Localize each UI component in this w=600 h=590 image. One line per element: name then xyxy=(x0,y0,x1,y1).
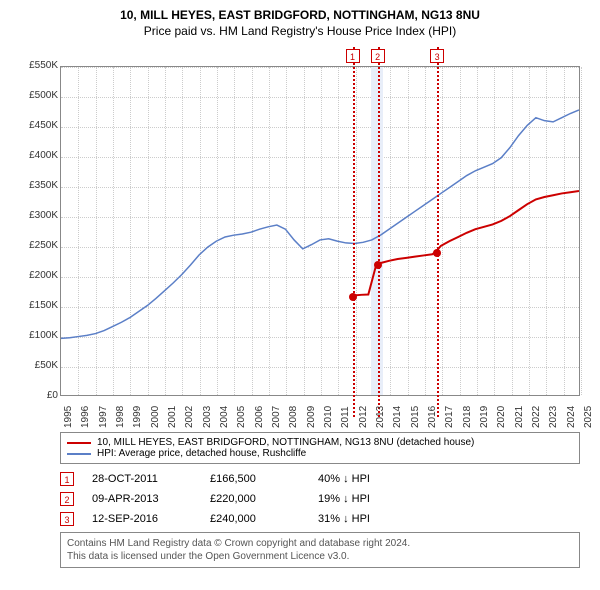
event-price: £220,000 xyxy=(210,493,300,505)
x-tick-label: 2011 xyxy=(340,406,351,428)
event-row: 1 28-OCT-2011 £166,500 40% ↓ HPI xyxy=(60,472,580,486)
event-price: £166,500 xyxy=(210,473,300,485)
x-tick-label: 2021 xyxy=(514,406,525,428)
y-tick-label: £300K xyxy=(14,210,58,221)
y-tick-label: £50K xyxy=(14,360,58,371)
chart-lines xyxy=(61,67,579,395)
x-tick-label: 2003 xyxy=(202,406,213,428)
x-tick-label: 2004 xyxy=(219,406,230,428)
event-row: 2 09-APR-2013 £220,000 19% ↓ HPI xyxy=(60,492,580,506)
legend-label: HPI: Average price, detached house, Rush… xyxy=(97,448,306,459)
x-tick-label: 2000 xyxy=(150,406,161,428)
chart-area: 123 £0£50K£100K£150K£200K£250K£300K£350K… xyxy=(12,46,588,426)
event-marker-icon: 3 xyxy=(60,512,74,526)
x-tick-label: 2014 xyxy=(392,406,403,428)
legend-item-hpi: HPI: Average price, detached house, Rush… xyxy=(67,448,573,459)
chart-marker-icon: 2 xyxy=(371,49,385,63)
x-tick-label: 2018 xyxy=(462,406,473,428)
x-tick-label: 2001 xyxy=(167,406,178,428)
x-tick-label: 2019 xyxy=(479,406,490,428)
y-tick-label: £150K xyxy=(14,300,58,311)
chart-title: 10, MILL HEYES, EAST BRIDGFORD, NOTTINGH… xyxy=(12,8,588,22)
event-date: 09-APR-2013 xyxy=(92,493,192,505)
legend-item-property: 10, MILL HEYES, EAST BRIDGFORD, NOTTINGH… xyxy=(67,437,573,448)
x-tick-label: 2010 xyxy=(323,406,334,428)
y-tick-label: £200K xyxy=(14,270,58,281)
legend: 10, MILL HEYES, EAST BRIDGFORD, NOTTINGH… xyxy=(60,432,580,464)
y-tick-label: £400K xyxy=(14,150,58,161)
x-tick-label: 2013 xyxy=(375,406,386,428)
x-tick-label: 1996 xyxy=(80,406,91,428)
legend-swatch-hpi xyxy=(67,453,91,455)
event-price: £240,000 xyxy=(210,513,300,525)
x-tick-label: 2016 xyxy=(427,406,438,428)
x-tick-label: 2006 xyxy=(254,406,265,428)
footer-line: This data is licensed under the Open Gov… xyxy=(67,550,573,563)
x-tick-label: 1998 xyxy=(115,406,126,428)
x-tick-label: 2005 xyxy=(236,406,247,428)
chart-container: 10, MILL HEYES, EAST BRIDGFORD, NOTTINGH… xyxy=(0,0,600,590)
chart-marker-icon: 3 xyxy=(430,49,444,63)
x-tick-label: 2008 xyxy=(288,406,299,428)
x-tick-label: 2012 xyxy=(358,406,369,428)
x-tick-label: 2020 xyxy=(496,406,507,428)
x-tick-label: 2022 xyxy=(531,406,542,428)
x-tick-label: 2007 xyxy=(271,406,282,428)
event-hpi: 40% ↓ HPI xyxy=(318,473,408,485)
y-tick-label: £350K xyxy=(14,180,58,191)
x-tick-label: 2024 xyxy=(566,406,577,428)
event-row: 3 12-SEP-2016 £240,000 31% ↓ HPI xyxy=(60,512,580,526)
y-tick-label: £500K xyxy=(14,90,58,101)
x-tick-label: 1997 xyxy=(98,406,109,428)
chart-subtitle: Price paid vs. HM Land Registry's House … xyxy=(12,24,588,38)
chart-marker-icon: 1 xyxy=(346,49,360,63)
plot-region: 123 xyxy=(60,66,580,396)
x-tick-label: 2015 xyxy=(410,406,421,428)
footer: Contains HM Land Registry data © Crown c… xyxy=(60,532,580,568)
x-tick-label: 1999 xyxy=(132,406,143,428)
event-hpi: 19% ↓ HPI xyxy=(318,493,408,505)
footer-line: Contains HM Land Registry data © Crown c… xyxy=(67,537,573,550)
legend-swatch-property xyxy=(67,442,91,444)
y-tick-label: £100K xyxy=(14,330,58,341)
x-tick-label: 1995 xyxy=(63,406,74,428)
event-marker-icon: 2 xyxy=(60,492,74,506)
event-date: 28-OCT-2011 xyxy=(92,473,192,485)
x-tick-label: 2017 xyxy=(444,406,455,428)
event-date: 12-SEP-2016 xyxy=(92,513,192,525)
y-tick-label: £0 xyxy=(14,390,58,401)
event-hpi: 31% ↓ HPI xyxy=(318,513,408,525)
x-tick-label: 2009 xyxy=(306,406,317,428)
event-marker-icon: 1 xyxy=(60,472,74,486)
x-tick-label: 2023 xyxy=(548,406,559,428)
y-tick-label: £550K xyxy=(14,60,58,71)
events-table: 1 28-OCT-2011 £166,500 40% ↓ HPI 2 09-AP… xyxy=(60,472,580,526)
x-tick-label: 2025 xyxy=(583,406,594,428)
x-tick-label: 2002 xyxy=(184,406,195,428)
legend-label: 10, MILL HEYES, EAST BRIDGFORD, NOTTINGH… xyxy=(97,437,474,448)
y-tick-label: £450K xyxy=(14,120,58,131)
titles: 10, MILL HEYES, EAST BRIDGFORD, NOTTINGH… xyxy=(12,8,588,38)
y-tick-label: £250K xyxy=(14,240,58,251)
